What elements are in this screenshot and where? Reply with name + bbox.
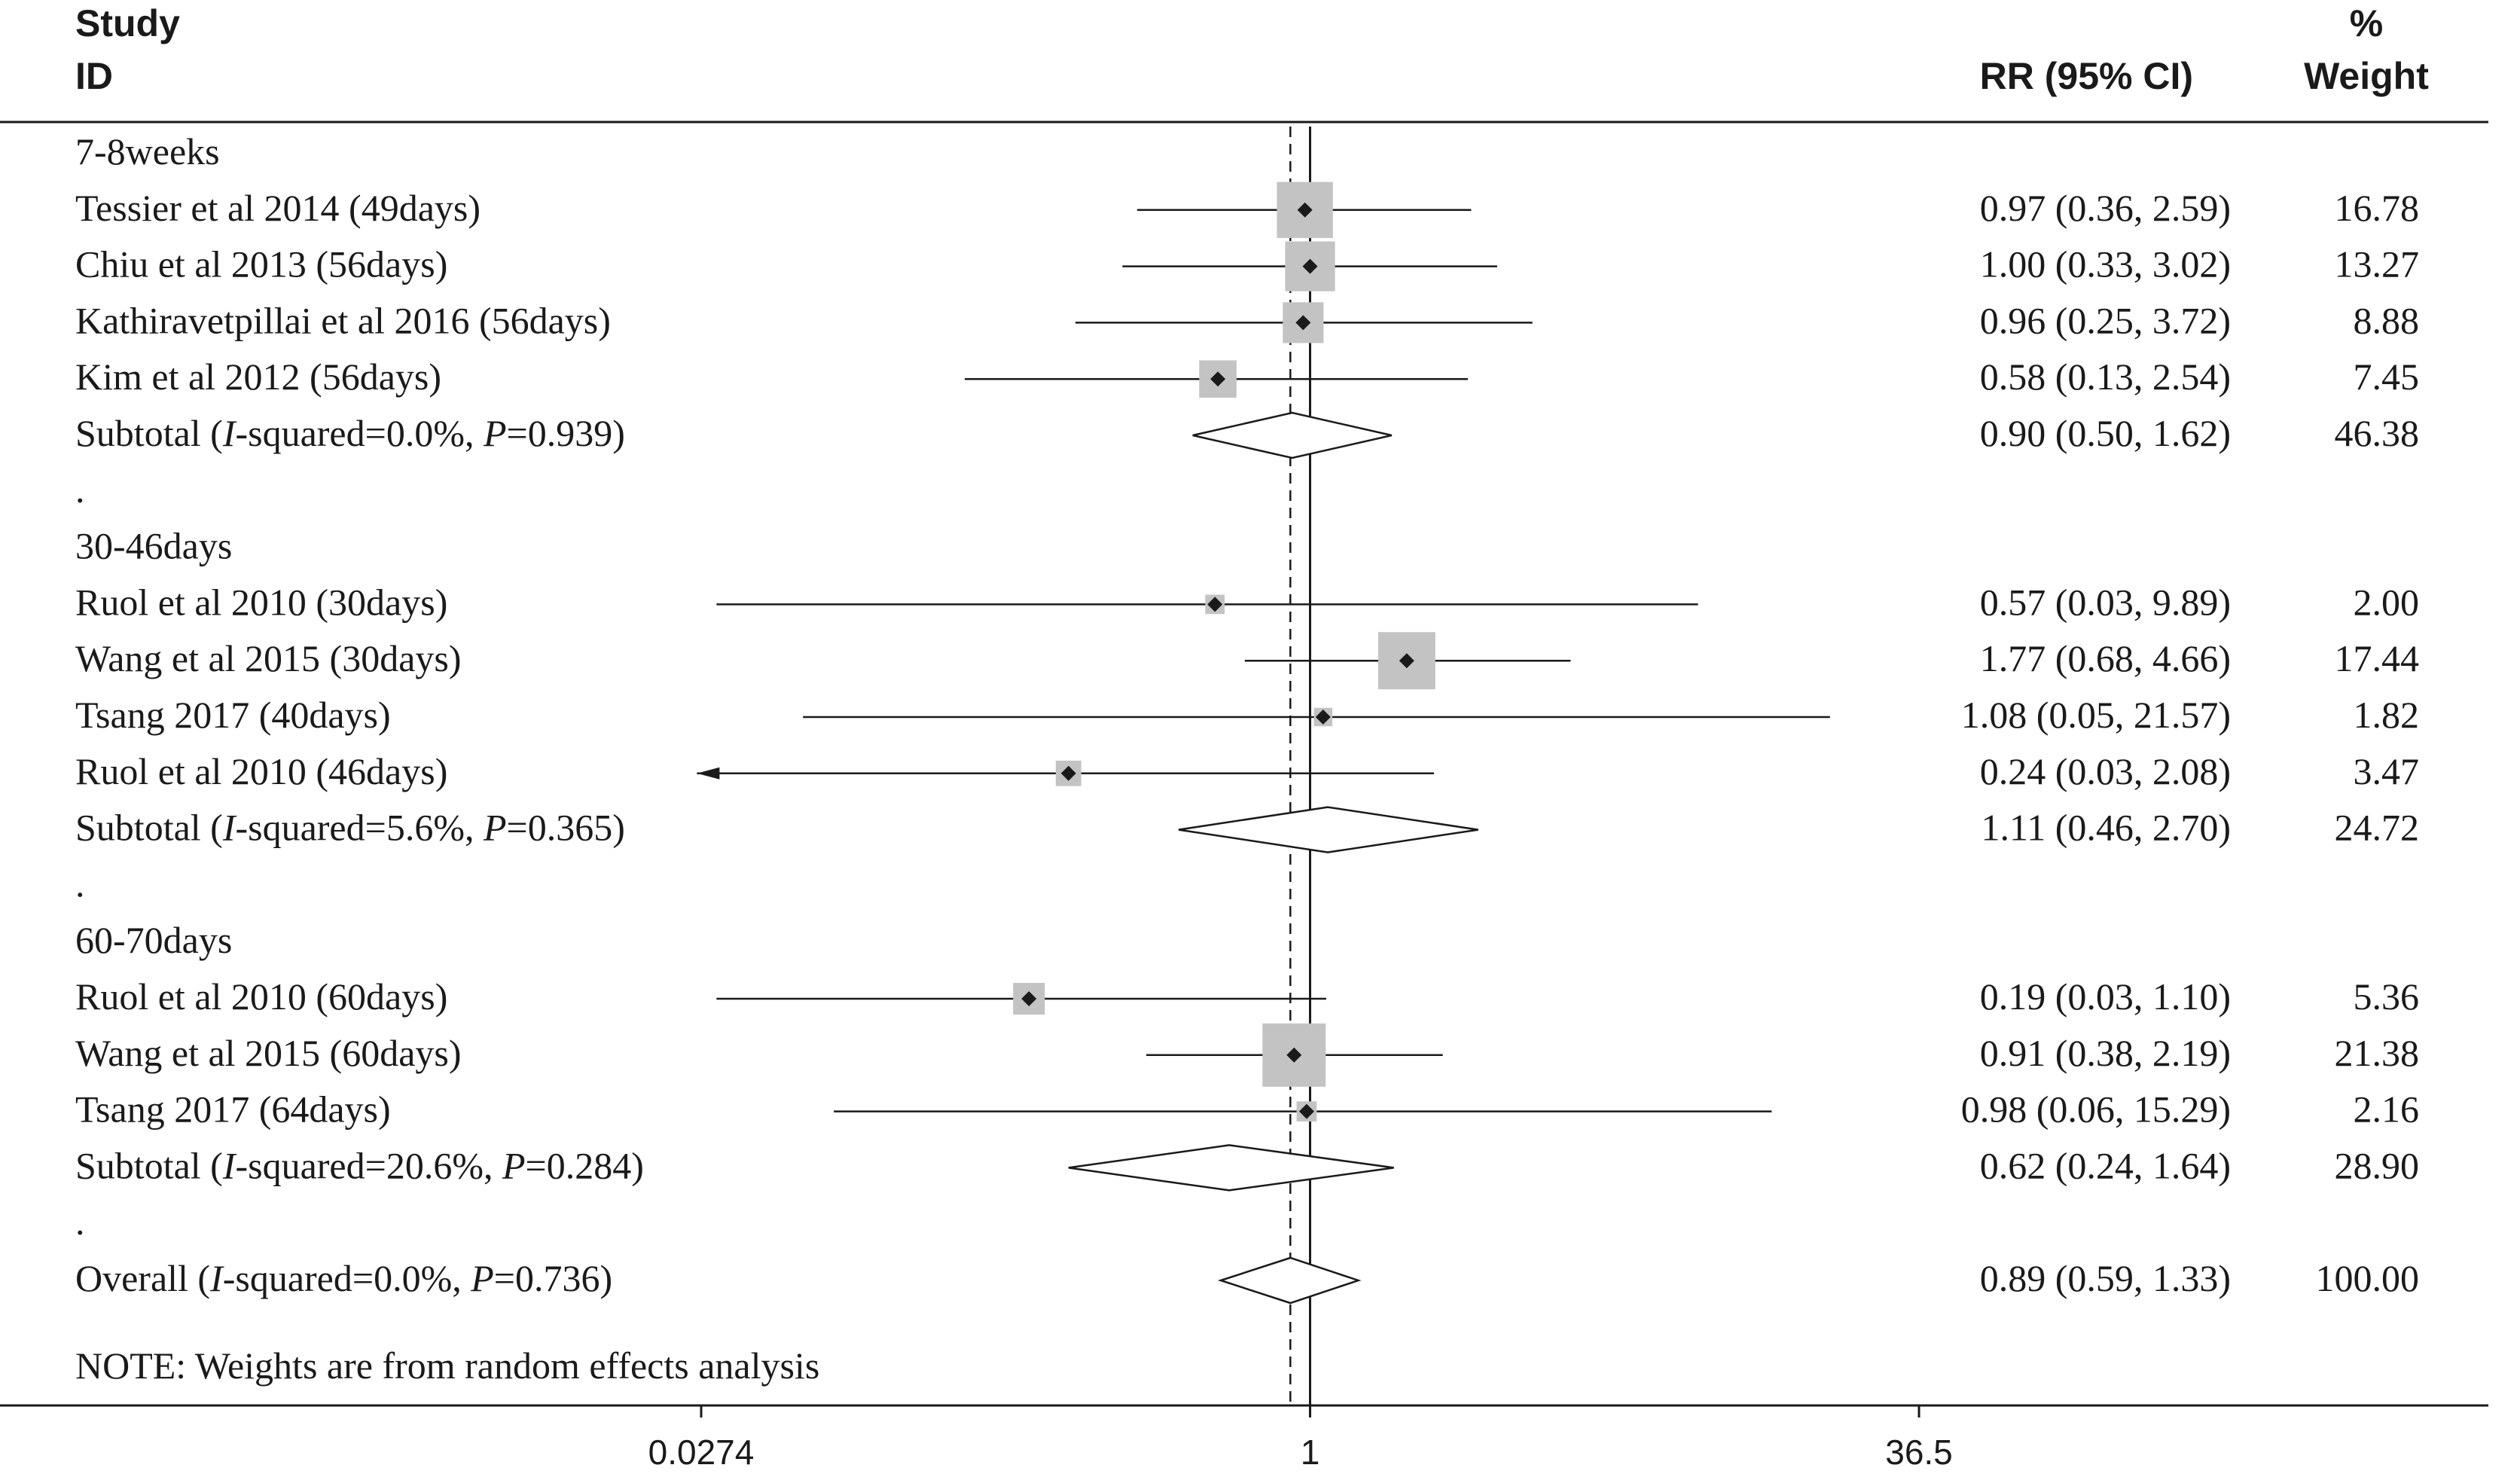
weight-value: 17.44 (2335, 637, 2420, 679)
weight-value: 8.88 (2354, 299, 2420, 341)
x-tick-label: 1 (1301, 1433, 1320, 1472)
note-text: NOTE: Weights are from random effects an… (75, 1344, 819, 1387)
point-estimate (1297, 202, 1313, 218)
header-weight: Weight (2304, 55, 2429, 97)
rr-ci-value: 0.97 (0.36, 2.59) (1980, 187, 2231, 229)
spacer-dot: . (75, 862, 85, 905)
weight-value: 5.36 (2354, 975, 2420, 1018)
point-estimate (1298, 1103, 1314, 1119)
rr-ci-value: 0.96 (0.25, 3.72) (1980, 299, 2231, 341)
rr-ci-value: 0.62 (0.24, 1.64) (1980, 1144, 2231, 1186)
study-label: Kathiravetpillai et al 2016 (56days) (75, 299, 611, 341)
header-study: Study (75, 2, 180, 44)
weight-value: 1.82 (2354, 694, 2420, 736)
study-label: Kim et al 2012 (56days) (75, 356, 441, 398)
point-estimate (1060, 765, 1076, 781)
study-label: Tessier et al 2014 (49days) (75, 187, 481, 229)
rr-ci-value: 0.24 (0.03, 2.08) (1980, 750, 2231, 792)
weight-value: 2.00 (2354, 581, 2420, 623)
weight-value: 2.16 (2354, 1088, 2420, 1131)
weight-value: 24.72 (2335, 807, 2420, 849)
overall-label: Overall (I-squared=0.0%, P=0.736) (75, 1257, 612, 1299)
rows-layer: 7-8weeks Tessier et al 2014 (49days) 0.97 … (75, 127, 2419, 1405)
subtotal-label: Subtotal (I-squared=5.6%, P=0.365) (75, 807, 625, 849)
rr-ci-value: 0.19 (0.03, 1.10) (1980, 975, 2231, 1018)
subtotal-label: Subtotal (I-squared=0.0%, P=0.939) (75, 412, 625, 454)
rr-ci-value: 0.58 (0.13, 2.54) (1980, 356, 2231, 398)
rr-ci-value: 0.57 (0.03, 9.89) (1980, 581, 2231, 623)
x-tick-label: 0.0274 (648, 1433, 755, 1472)
point-estimate (1295, 315, 1311, 331)
subtotal-diamond (1178, 806, 1478, 853)
header-weight-percent: % (2350, 2, 2383, 44)
point-estimate (1207, 597, 1223, 612)
x-tick-label: 36.5 (1885, 1433, 1953, 1472)
weight-value: 28.90 (2335, 1144, 2420, 1186)
study-label: Ruol et al 2010 (46days) (75, 750, 447, 792)
rr-ci-value: 0.98 (0.06, 15.29) (1961, 1088, 2231, 1131)
group-label: 30-46days (75, 525, 232, 567)
weight-value: 100.00 (2316, 1257, 2420, 1299)
subtotal-label: Subtotal (I-squared=20.6%, P=0.284) (75, 1144, 644, 1186)
x-ticks: 0.0274 1 36.5 (648, 1405, 1953, 1472)
header-estimate: RR (95% CI) (1980, 55, 2193, 97)
rr-ci-value: 1.08 (0.05, 21.57) (1961, 694, 2231, 736)
rr-ci-value: 0.90 (0.50, 1.62) (1980, 412, 2231, 454)
rr-ci-value: 1.00 (0.33, 3.02) (1980, 243, 2231, 285)
overall-diamond (1217, 1256, 1362, 1305)
weight-value: 13.27 (2335, 243, 2420, 285)
ci-arrow (697, 767, 720, 780)
group-label: 7-8weeks (75, 130, 220, 172)
rr-ci-value: 0.89 (0.59, 1.33) (1980, 1257, 2231, 1299)
point-estimate (1315, 710, 1331, 725)
point-estimate (1286, 1047, 1302, 1063)
point-estimate (1302, 258, 1318, 274)
rr-ci-value: 0.91 (0.38, 2.19) (1980, 1032, 2231, 1074)
weight-value: 7.45 (2354, 356, 2420, 398)
subtotal-diamond (1192, 411, 1393, 459)
study-label: Ruol et al 2010 (60days) (75, 975, 447, 1018)
study-label: Chiu et al 2013 (56days) (75, 243, 447, 285)
spacer-dot: . (75, 468, 85, 511)
group-label: 60-70days (75, 919, 232, 961)
rr-ci-value: 1.77 (0.68, 4.66) (1980, 637, 2231, 679)
rr-ci-value: 1.11 (0.46, 2.70) (1982, 807, 2231, 849)
weight-value: 16.78 (2335, 187, 2420, 229)
study-label: Tsang 2017 (64days) (75, 1088, 391, 1131)
subtotal-diamond (1068, 1144, 1394, 1192)
point-estimate (1021, 991, 1037, 1006)
study-label: Wang et al 2015 (30days) (75, 637, 462, 679)
header-id: ID (75, 55, 113, 97)
point-estimate (1399, 653, 1414, 669)
point-estimate (1210, 371, 1226, 387)
study-label: Ruol et al 2010 (30days) (75, 581, 447, 623)
weight-value: 46.38 (2335, 412, 2420, 454)
weight-value: 21.38 (2335, 1032, 2420, 1074)
spacer-dot: . (75, 1201, 85, 1243)
study-label: Wang et al 2015 (60days) (75, 1032, 462, 1074)
weight-value: 3.47 (2354, 750, 2420, 792)
study-label: Tsang 2017 (40days) (75, 694, 391, 736)
